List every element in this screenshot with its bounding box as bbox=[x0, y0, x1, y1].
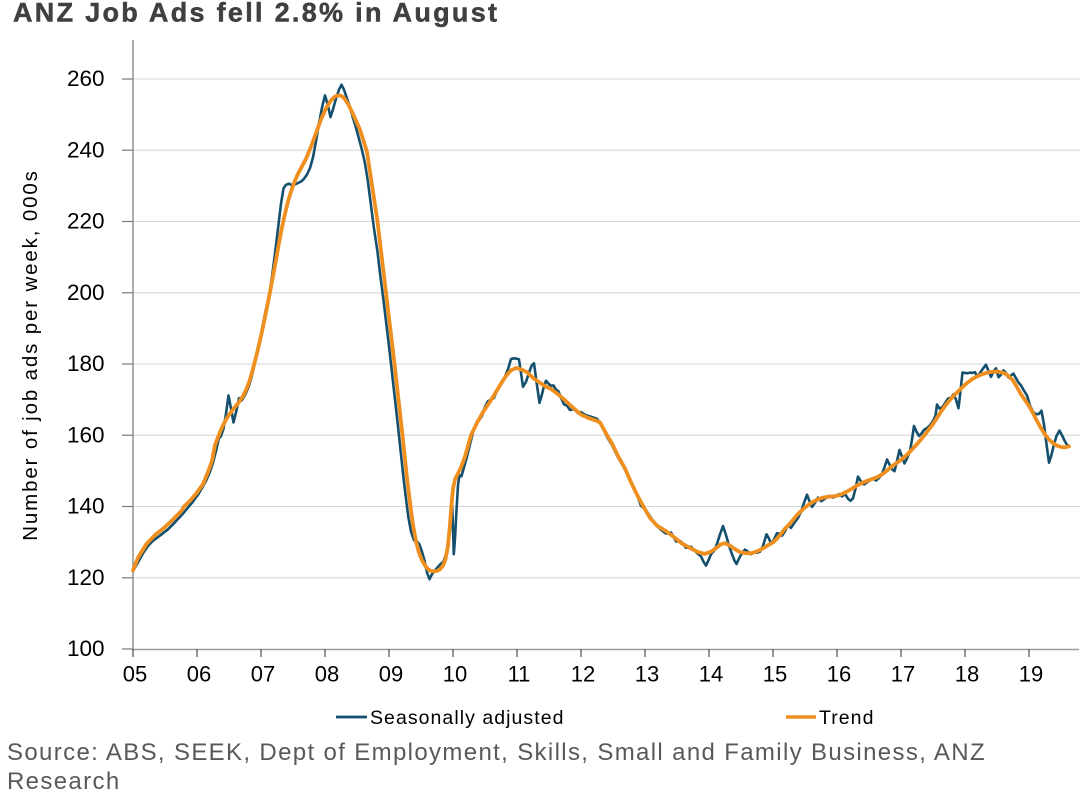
svg-text:06: 06 bbox=[187, 662, 211, 687]
svg-text:ANZ Job Ads fell 2.8% in Augus: ANZ Job Ads fell 2.8% in August bbox=[13, 0, 499, 28]
svg-text:19: 19 bbox=[1019, 662, 1043, 687]
svg-text:Number of job ads per week, 00: Number of job ads per week, 000s bbox=[19, 169, 42, 540]
svg-text:13: 13 bbox=[635, 662, 659, 687]
svg-text:160: 160 bbox=[67, 422, 105, 447]
svg-text:200: 200 bbox=[67, 280, 105, 305]
svg-text:10: 10 bbox=[443, 662, 467, 687]
svg-text:120: 120 bbox=[67, 565, 105, 590]
svg-text:Research: Research bbox=[7, 768, 121, 795]
svg-text:08: 08 bbox=[315, 662, 339, 687]
svg-text:12: 12 bbox=[571, 662, 595, 687]
svg-text:Seasonally adjusted: Seasonally adjusted bbox=[370, 707, 565, 729]
svg-text:17: 17 bbox=[891, 662, 915, 687]
svg-text:05: 05 bbox=[123, 662, 147, 687]
svg-text:180: 180 bbox=[67, 351, 105, 376]
svg-text:15: 15 bbox=[763, 662, 787, 687]
svg-text:16: 16 bbox=[827, 662, 851, 687]
svg-text:100: 100 bbox=[67, 636, 105, 661]
svg-text:14: 14 bbox=[699, 662, 723, 687]
svg-text:240: 240 bbox=[67, 137, 105, 162]
svg-text:18: 18 bbox=[955, 662, 979, 687]
svg-text:260: 260 bbox=[67, 66, 105, 91]
svg-text:11: 11 bbox=[508, 662, 531, 687]
svg-text:220: 220 bbox=[67, 209, 105, 234]
svg-text:07: 07 bbox=[251, 662, 275, 687]
svg-text:09: 09 bbox=[379, 662, 403, 687]
svg-text:Source: ABS, SEEK, Dept of Emp: Source: ABS, SEEK, Dept of Employment, S… bbox=[7, 739, 986, 766]
svg-text:140: 140 bbox=[67, 494, 105, 519]
svg-text:Trend: Trend bbox=[819, 707, 874, 729]
